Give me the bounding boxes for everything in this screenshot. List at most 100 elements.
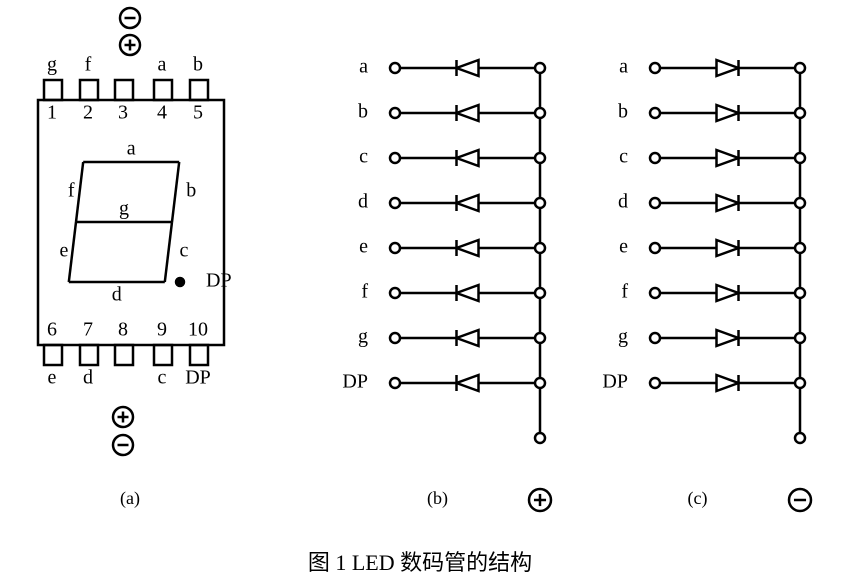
- dp-dot: [176, 278, 184, 286]
- terminal-node: [650, 108, 660, 118]
- svg-text:b: b: [186, 180, 196, 202]
- row-label: DP: [342, 371, 368, 393]
- row-label: g: [618, 326, 628, 348]
- bus-node: [795, 378, 805, 388]
- plus-icon: [120, 35, 140, 55]
- pin-number: 7: [83, 319, 93, 341]
- row-label: b: [618, 101, 628, 123]
- pin-number: 8: [118, 319, 128, 341]
- pin-label: DP: [185, 367, 211, 389]
- minus-icon: [789, 489, 811, 511]
- pin: [190, 345, 208, 365]
- bus-node: [535, 63, 545, 73]
- minus-icon: [113, 435, 133, 455]
- row-label: f: [621, 281, 628, 303]
- bus-node: [795, 198, 805, 208]
- diode-icon: [457, 375, 479, 391]
- pin: [190, 80, 208, 100]
- bus-node: [795, 288, 805, 298]
- svg-text:g: g: [119, 198, 129, 220]
- bus-node: [795, 333, 805, 343]
- pin-label: a: [158, 54, 167, 76]
- pin: [44, 345, 62, 365]
- row-label: e: [619, 236, 628, 258]
- plus-icon: [113, 407, 133, 427]
- terminal-node: [390, 333, 400, 343]
- ladder-b: abcdefgDP(b): [342, 56, 545, 510]
- pin-number: 1: [47, 102, 57, 124]
- diode-icon: [457, 240, 479, 256]
- terminal-node: [650, 63, 660, 73]
- pin-label: d: [83, 367, 93, 389]
- pin: [80, 345, 98, 365]
- pin-label: c: [158, 367, 167, 389]
- bus-node: [795, 153, 805, 163]
- terminal-node: [390, 288, 400, 298]
- svg-text:c: c: [180, 240, 189, 262]
- bus-node: [535, 108, 545, 118]
- package-a: 1g2f34a5b6e7d89c10DPagdfbecDP(a): [38, 54, 232, 510]
- diode-icon: [457, 195, 479, 211]
- row-label: b: [358, 101, 368, 123]
- pin-number: 6: [47, 319, 57, 341]
- bus-node: [535, 243, 545, 253]
- pin-number: 3: [118, 102, 128, 124]
- row-label: d: [358, 191, 368, 213]
- subfig-label: (c): [688, 488, 708, 509]
- pin: [44, 80, 62, 100]
- pin-number: 9: [157, 319, 167, 341]
- terminal-node: [650, 243, 660, 253]
- terminal-node: [390, 378, 400, 388]
- terminal-node: [390, 153, 400, 163]
- minus-icon: [120, 8, 140, 28]
- row-label: a: [619, 56, 628, 78]
- pin-number: 4: [157, 102, 167, 124]
- svg-text:e: e: [60, 240, 69, 262]
- pin: [115, 345, 133, 365]
- row-label: d: [618, 191, 628, 213]
- diode-icon: [457, 150, 479, 166]
- diode-icon: [457, 330, 479, 346]
- bus-node: [535, 153, 545, 163]
- pin-label: b: [193, 54, 203, 76]
- diode-icon: [457, 105, 479, 121]
- terminal-node: [650, 153, 660, 163]
- row-label: f: [361, 281, 368, 303]
- svg-text:DP: DP: [206, 270, 232, 292]
- terminal-node: [390, 198, 400, 208]
- pin-number: 10: [188, 319, 208, 341]
- bus-node: [535, 378, 545, 388]
- pin: [80, 80, 98, 100]
- row-label: c: [359, 146, 368, 168]
- diode-icon: [457, 285, 479, 301]
- pin-label: g: [47, 54, 57, 76]
- seven-segment: agdfbecDP: [60, 138, 232, 306]
- subfig-label: (b): [427, 488, 448, 509]
- row-label: a: [359, 56, 368, 78]
- diode-icon: [717, 240, 739, 256]
- terminal-node: [650, 288, 660, 298]
- bus-node: [795, 243, 805, 253]
- diode-icon: [717, 105, 739, 121]
- subfig-label-a: (a): [120, 488, 140, 509]
- diode-icon: [717, 330, 739, 346]
- diode-icon: [717, 60, 739, 76]
- row-label: g: [358, 326, 368, 348]
- ladder-c: abcdefgDP(c): [602, 56, 805, 510]
- bus-node: [535, 288, 545, 298]
- diode-icon: [717, 150, 739, 166]
- bus-node: [795, 63, 805, 73]
- row-label: DP: [602, 371, 628, 393]
- bus-node: [795, 108, 805, 118]
- diode-icon: [457, 60, 479, 76]
- diode-icon: [717, 375, 739, 391]
- terminal-node: [390, 243, 400, 253]
- terminal-node: [650, 198, 660, 208]
- diode-icon: [717, 285, 739, 301]
- terminal-node: [650, 378, 660, 388]
- svg-text:f: f: [68, 180, 75, 202]
- svg-text:d: d: [112, 284, 122, 306]
- plus-icon: [529, 489, 551, 511]
- pin-label: e: [48, 367, 57, 389]
- terminal-node: [390, 108, 400, 118]
